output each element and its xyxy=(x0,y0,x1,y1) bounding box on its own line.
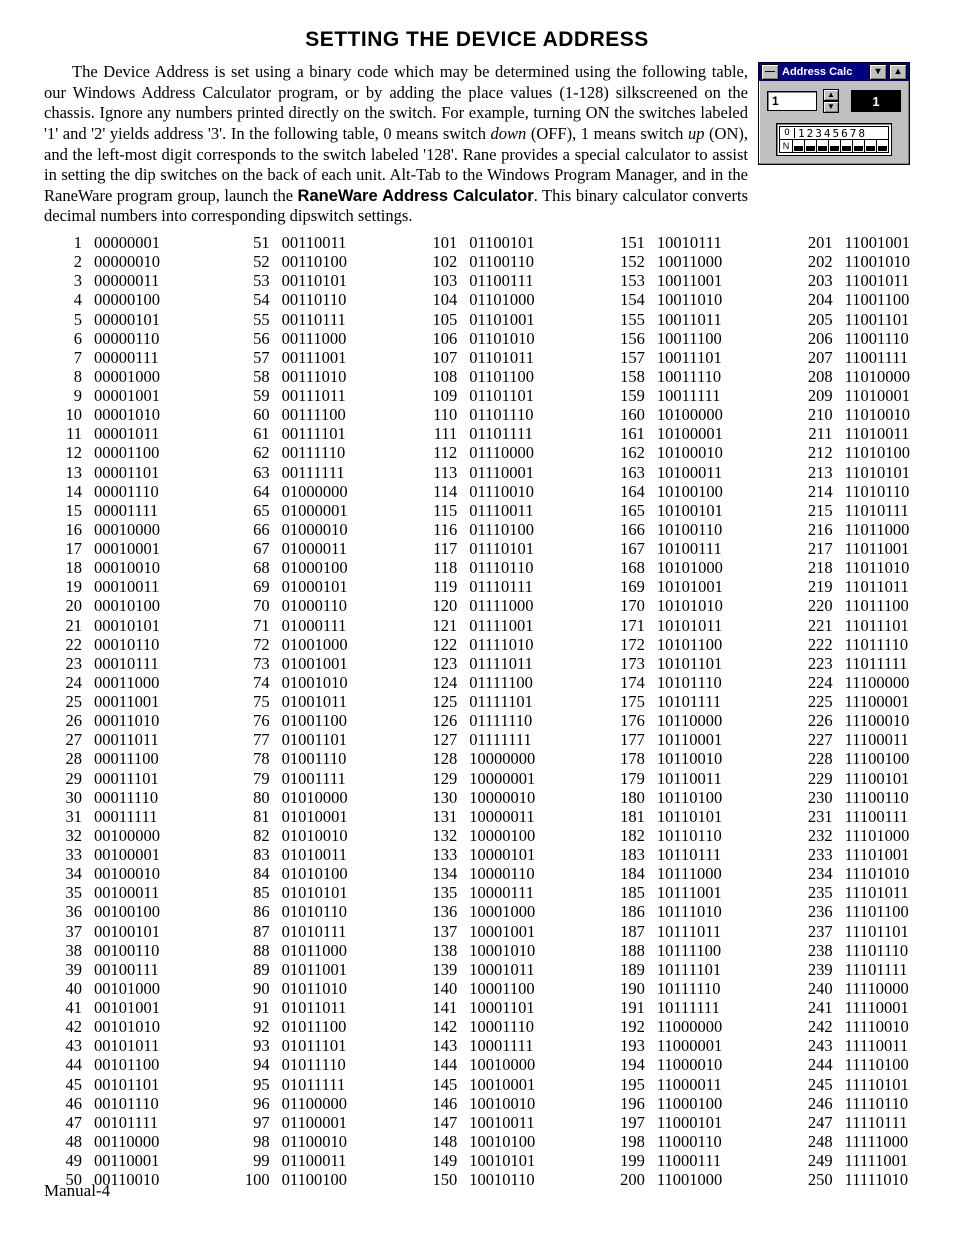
dip-switch-3[interactable] xyxy=(817,140,829,152)
spinner: ▲ ▼ xyxy=(823,89,839,113)
dip-labels: 12345678 xyxy=(795,127,888,140)
table-col-binary: 00000001 00000010 00000011 00000100 0000… xyxy=(82,233,160,1189)
dip-switches[interactable] xyxy=(793,140,888,152)
decimal-output: 1 xyxy=(851,90,901,112)
decimal-input[interactable]: 1 xyxy=(767,91,817,111)
table-col: 201 202 203 204 205 206 207 208 209 210 … xyxy=(795,233,910,1189)
body-text-2: (OFF), 1 means switch xyxy=(526,124,688,143)
dip-switch-5[interactable] xyxy=(841,140,853,152)
table-col: 151 152 153 154 155 156 157 158 159 160 … xyxy=(607,233,723,1189)
table-col-binary: 11001001 11001010 11001011 11001100 1100… xyxy=(833,233,910,1189)
maximize-button[interactable]: ▴ xyxy=(889,64,907,80)
page-title: SETTING THE DEVICE ADDRESS xyxy=(44,28,910,52)
table-col: 101 102 103 104 105 106 107 108 109 110 … xyxy=(419,233,535,1189)
dip-switch-7[interactable] xyxy=(865,140,877,152)
window-titlebar: — Address Calc ▾ ▴ xyxy=(759,63,909,81)
body-up: up xyxy=(688,124,705,143)
dip-switch-6[interactable] xyxy=(853,140,865,152)
spinner-up-button[interactable]: ▲ xyxy=(823,89,839,101)
raneware-calc-name: RaneWare Address Calculator xyxy=(298,187,534,205)
dip-indicator-up: O xyxy=(782,128,795,138)
dip-switch-4[interactable] xyxy=(829,140,841,152)
table-col-binary: 01100101 01100110 01100111 01101000 0110… xyxy=(457,233,535,1189)
dip-indicator-down: N xyxy=(780,140,793,152)
window-title: Address Calc xyxy=(782,66,852,78)
table-col: 1 2 3 4 5 6 7 8 9 10 11 12 13 14 15 16 1… xyxy=(44,233,160,1189)
spinner-down-button[interactable]: ▼ xyxy=(823,101,839,113)
dip-switch-1[interactable] xyxy=(793,140,805,152)
table-col-indices: 51 52 53 54 55 56 57 58 59 60 61 62 63 6… xyxy=(232,233,270,1189)
dip-switch-8[interactable] xyxy=(877,140,888,152)
table-col-binary: 00110011 00110100 00110101 00110110 0011… xyxy=(270,233,348,1189)
binary-table: 1 2 3 4 5 6 7 8 9 10 11 12 13 14 15 16 1… xyxy=(44,233,910,1189)
page-footer: Manual-4 xyxy=(44,1181,110,1201)
address-calc-window: — Address Calc ▾ ▴ 1 ▲ ▼ 1 xyxy=(758,62,910,165)
dip-switch-2[interactable] xyxy=(805,140,817,152)
dipswitch-panel: O 12345678 N xyxy=(776,123,892,156)
body-down: down xyxy=(491,124,527,143)
table-col-indices: 151 152 153 154 155 156 157 158 159 160 … xyxy=(607,233,645,1189)
table-col-binary: 10010111 10011000 10011001 10011010 1001… xyxy=(645,233,723,1189)
minimize-button[interactable]: ▾ xyxy=(869,64,887,80)
system-menu-icon[interactable]: — xyxy=(761,64,779,80)
table-col-indices: 201 202 203 204 205 206 207 208 209 210 … xyxy=(795,233,833,1189)
table-col: 51 52 53 54 55 56 57 58 59 60 61 62 63 6… xyxy=(232,233,348,1189)
table-col-indices: 101 102 103 104 105 106 107 108 109 110 … xyxy=(419,233,457,1189)
table-col-indices: 1 2 3 4 5 6 7 8 9 10 11 12 13 14 15 16 1… xyxy=(44,233,82,1189)
